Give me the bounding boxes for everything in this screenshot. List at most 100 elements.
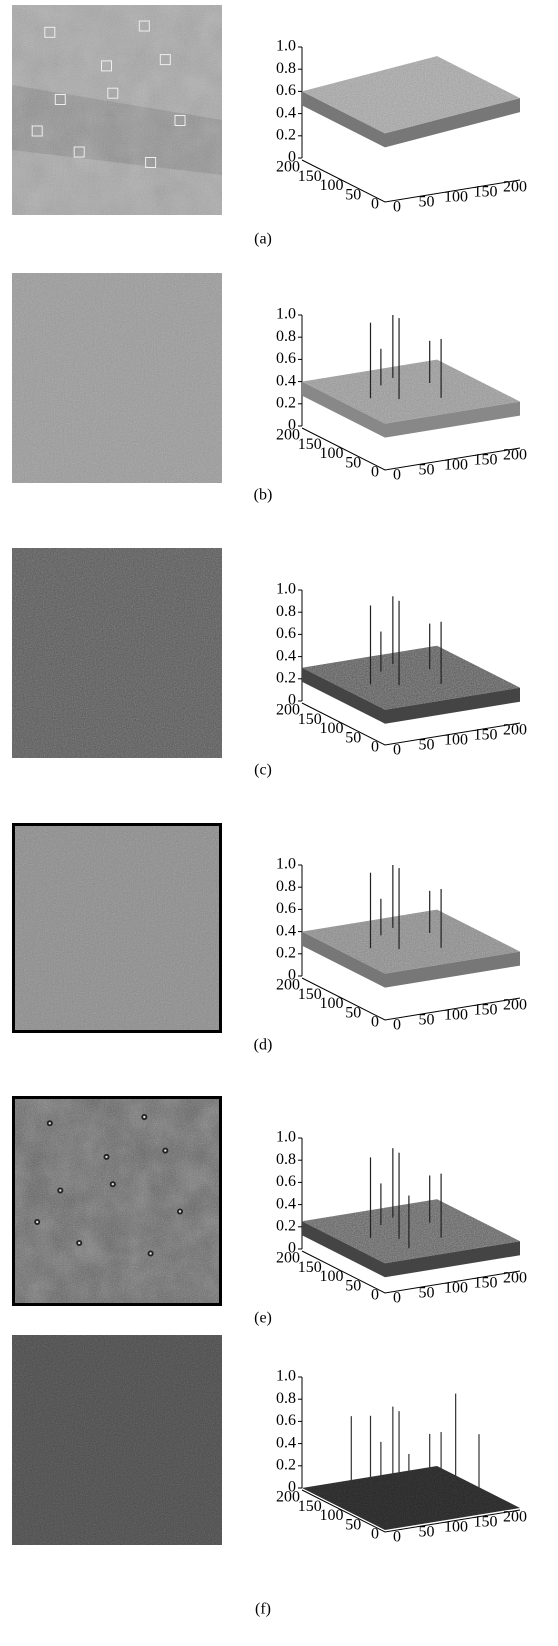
left-tick-label: 150 xyxy=(298,436,322,453)
right-tick-label: 50 xyxy=(419,1524,435,1541)
z-tick-label: 0.2 xyxy=(276,126,296,143)
right-tick-label: 100 xyxy=(444,189,468,206)
base-axes xyxy=(301,1250,521,1294)
z-tick-label: 1.0 xyxy=(276,856,296,873)
z-tick-label: 1.0 xyxy=(276,306,296,323)
left-tick-label: 50 xyxy=(345,729,361,746)
image-noise xyxy=(12,823,222,1033)
z-tick-label: 0.8 xyxy=(276,603,296,620)
panel-image xyxy=(12,1335,222,1545)
left-tick-label: 50 xyxy=(345,1277,361,1294)
marker-box xyxy=(174,115,186,126)
z-tick-label: 0.2 xyxy=(276,669,296,686)
z-tick-label: 1.0 xyxy=(276,1368,296,1385)
right-tick-label: 0 xyxy=(393,467,401,484)
right-tick-label: 150 xyxy=(474,452,498,469)
image-border xyxy=(12,1096,222,1306)
surface-side xyxy=(302,381,520,438)
left-tick-label: 200 xyxy=(276,977,300,994)
z-tick-label: 0.4 xyxy=(276,104,296,121)
z-tick-label: 0.6 xyxy=(276,350,296,367)
surface-side xyxy=(302,931,520,988)
right-tick-label: 200 xyxy=(503,722,527,739)
marker-dot-core xyxy=(59,1189,62,1192)
panel-label: (d) xyxy=(254,1037,273,1054)
left-tick-label: 100 xyxy=(320,720,344,737)
right-tick-label: 0 xyxy=(393,742,401,759)
left-tick-label: 200 xyxy=(276,1489,300,1506)
right-tick-label: 100 xyxy=(444,1007,468,1024)
left-tick-label: 100 xyxy=(320,1507,344,1524)
z-tick-label: 0.6 xyxy=(276,625,296,642)
z-tick-label: 0.8 xyxy=(276,878,296,895)
panel-image xyxy=(12,1096,222,1306)
left-tick-label: 50 xyxy=(345,186,361,203)
panel-label: (f) xyxy=(255,1601,271,1618)
marker-box xyxy=(101,60,112,72)
panel-image xyxy=(12,5,222,215)
marker-box xyxy=(107,87,119,99)
marker-box xyxy=(54,94,66,105)
z-tick-label: 0.8 xyxy=(276,1390,296,1407)
right-tick-label: 50 xyxy=(419,1012,435,1029)
z-tick-label: 0.4 xyxy=(276,647,296,664)
image-noise xyxy=(12,1335,222,1545)
marker-dot-core xyxy=(149,1252,152,1255)
surface-texture xyxy=(302,645,520,710)
right-tick-label: 200 xyxy=(503,447,527,464)
left-tick-label: 100 xyxy=(320,445,344,462)
z-tick-label: 0.6 xyxy=(276,900,296,917)
marker-dot-core xyxy=(78,1241,81,1245)
left-tick-label: 0 xyxy=(371,1526,379,1543)
surface-side xyxy=(302,1221,520,1278)
panel-image xyxy=(12,823,222,1033)
right-tick-label: 150 xyxy=(474,184,498,201)
left-tick-label: 0 xyxy=(371,1287,379,1304)
z-tick-label: 0.2 xyxy=(276,1456,296,1473)
right-tick-label: 150 xyxy=(474,727,498,744)
left-tick-label: 50 xyxy=(345,1004,361,1021)
panel-image xyxy=(12,548,222,758)
marker-dot-core xyxy=(48,1122,51,1125)
right-tick-label: 200 xyxy=(503,179,527,196)
z-tick-label: 0 xyxy=(288,1240,296,1257)
base-axes xyxy=(301,427,521,471)
panel-label: (c) xyxy=(254,762,272,779)
base-axes xyxy=(301,159,521,203)
z-tick-label: 0.4 xyxy=(276,1195,296,1212)
right-tick-label: 0 xyxy=(393,1529,401,1546)
marker-box xyxy=(159,54,171,66)
z-tick-label: 0.6 xyxy=(276,82,296,99)
left-tick-label: 200 xyxy=(276,159,300,176)
left-tick-label: 150 xyxy=(298,986,322,1003)
marker-box xyxy=(31,125,43,137)
marker-box xyxy=(138,20,150,32)
marker-box xyxy=(73,146,85,158)
base-axes xyxy=(301,702,521,746)
z-tick-label: 0.8 xyxy=(276,60,296,77)
panel-label: (b) xyxy=(254,487,273,504)
z-tick-label: 0.6 xyxy=(276,1173,296,1190)
right-tick-label: 100 xyxy=(444,1519,468,1536)
right-tick-label: 200 xyxy=(503,1509,527,1526)
surface-side xyxy=(302,667,520,724)
surface-texture xyxy=(302,1466,520,1530)
marker-dot-core xyxy=(164,1149,167,1152)
left-tick-label: 0 xyxy=(371,739,379,756)
left-tick-label: 150 xyxy=(298,711,322,728)
left-tick-label: 200 xyxy=(276,1250,300,1267)
panel-label: (a) xyxy=(254,231,272,248)
z-tick-label: 0.6 xyxy=(276,1412,296,1429)
right-tick-label: 50 xyxy=(419,194,435,211)
left-tick-label: 150 xyxy=(298,1259,322,1276)
z-tick-label: 0.2 xyxy=(276,394,296,411)
left-tick-label: 50 xyxy=(345,1516,361,1533)
